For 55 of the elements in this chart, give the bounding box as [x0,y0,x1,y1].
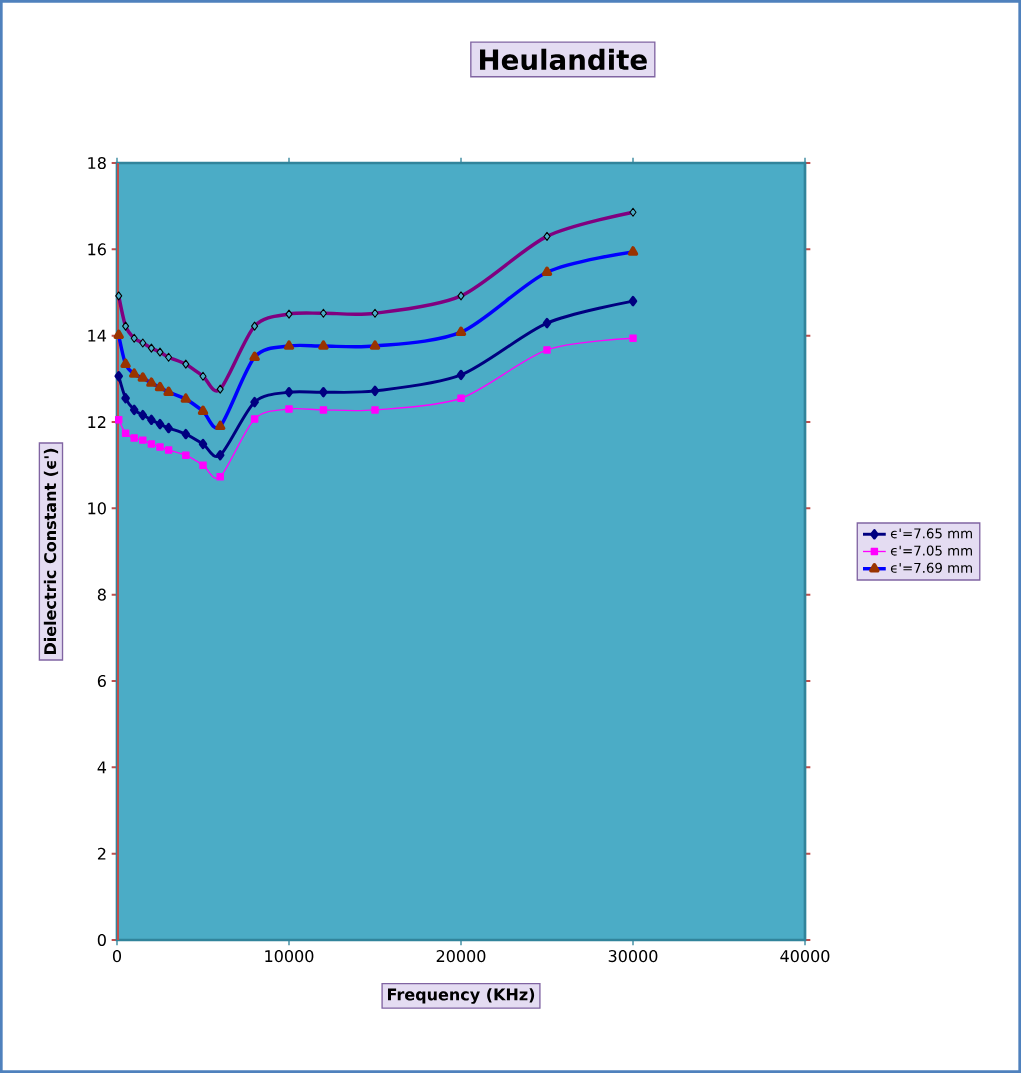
point [138,409,148,421]
point [629,334,637,342]
point [628,295,638,307]
point [199,461,207,469]
point [215,450,225,461]
point [181,428,191,440]
point [121,429,130,437]
y-tick-label: 14 [88,329,107,342]
y-tick-label: 2 [97,847,106,860]
y-tick-label: 0 [97,933,106,947]
y-tick-label: 16 [88,243,106,256]
point [164,422,173,434]
point [216,473,224,481]
y-tick-label: 6 [97,674,106,688]
point [155,418,165,430]
x-axis-title: Frequency (KHz) [387,988,535,1004]
y-tick-label: 12 [88,416,106,428]
point [457,394,465,402]
legend-label: ϵ'=7.65 mm [890,528,972,539]
legend-label: ϵ'=7.05 mm [890,545,972,556]
point [130,434,138,442]
y-axis-title: Dielectric Constant (ϵ') [43,448,59,655]
x-tick-label: 30000 [608,950,658,963]
y-tick-label: 18 [88,156,106,170]
point [121,393,130,404]
point [542,317,552,329]
point [156,443,164,451]
point [371,406,379,414]
legend-label: ϵ'=7.69 mm [890,562,972,573]
chart-title: Heulandite [480,48,647,71]
point [139,436,147,444]
point [319,387,328,398]
point [250,415,259,423]
point [198,438,208,450]
y-tick-label: 4 [97,761,107,774]
y-tick-label: 10 [88,502,106,515]
point [164,446,173,454]
x-tick-label: 0 [112,950,122,963]
point [284,387,294,398]
point [147,440,156,448]
point [319,406,328,414]
point [456,369,466,381]
point [250,396,259,408]
x-tick-label: 10000 [265,950,314,963]
point [129,404,139,416]
y-tick-label: 8 [97,588,106,601]
x-tick-label: 20000 [436,950,486,963]
point [147,414,156,426]
point [114,416,123,424]
x-tick-label: 40000 [780,950,830,963]
point [285,405,293,413]
point [543,346,551,354]
point [370,385,380,397]
point [114,371,123,382]
point [182,451,190,459]
